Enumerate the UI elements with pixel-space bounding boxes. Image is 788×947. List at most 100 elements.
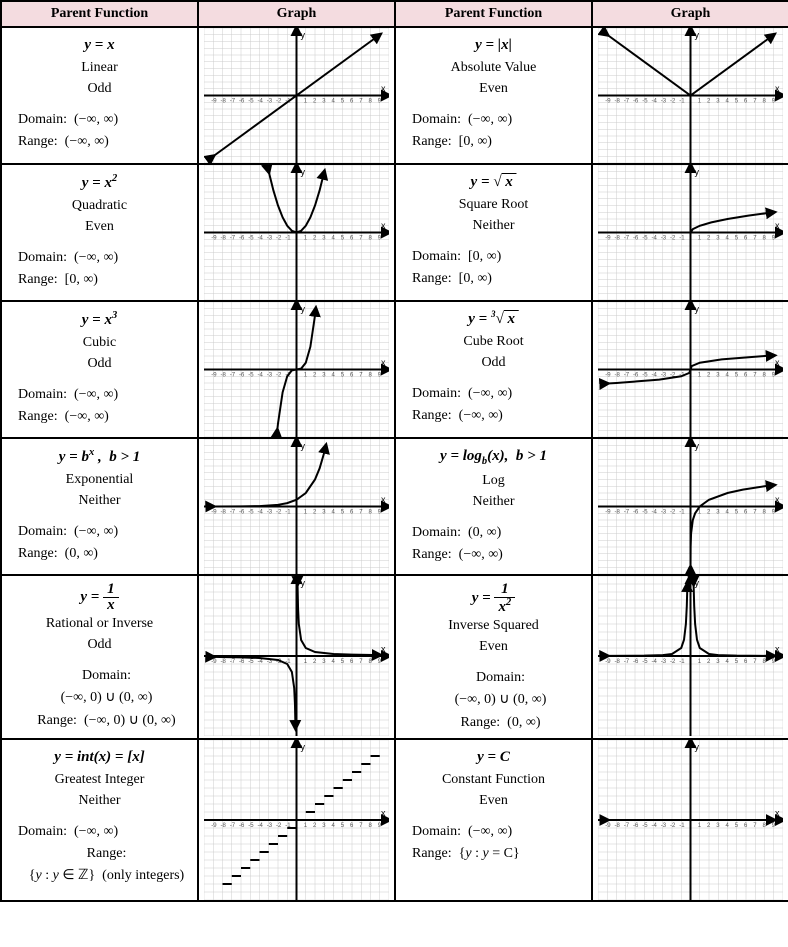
svg-text:-6: -6 [633,823,639,829]
svg-text:5: 5 [341,373,345,379]
domain: Domain: (−∞, ∞) [412,383,589,405]
symmetry: Odd [4,634,195,655]
svg-text:-1: -1 [285,236,291,242]
svg-text:-3: -3 [661,236,667,242]
svg-text:8: 8 [369,373,373,379]
svg-text:3: 3 [716,373,720,379]
svg-text:-9: -9 [605,373,611,379]
svg-text:-6: -6 [239,510,245,516]
symmetry: Neither [398,491,589,512]
domain: Domain: (−∞, ∞) [18,384,195,406]
cell-desc-left: y = 1x Rational or Inverse Odd Domain:(−… [1,575,198,739]
svg-text:5: 5 [735,99,739,105]
svg-text:-5: -5 [642,510,648,516]
svg-text:-8: -8 [221,236,227,242]
svg-text:1: 1 [698,510,702,516]
function-name: Absolute Value [398,57,589,78]
equation: y = x [4,34,195,57]
svg-text:-1: -1 [679,236,685,242]
symmetry: Neither [398,215,589,236]
svg-text:x: x [775,221,780,231]
svg-text:-7: -7 [230,510,236,516]
domain: Domain:(−∞, 0) ∪ (0, ∞) [18,665,195,710]
range: Range: [0, ∞) [412,131,589,153]
function-name: Cubic [4,332,195,353]
cell-desc-left: y = int(x) = [x] Greatest Integer Neithe… [1,739,198,901]
domain-range: Domain: [0, ∞) Range: [0, ∞) [398,236,589,291]
svg-text:-9: -9 [211,373,217,379]
svg-text:-2: -2 [670,236,676,242]
svg-text:9: 9 [772,373,776,379]
equation: y = x3 [4,308,195,332]
svg-text:-2: -2 [276,373,282,379]
svg-text:-3: -3 [267,236,273,242]
svg-text:-4: -4 [652,823,658,829]
svg-text:3: 3 [716,99,720,105]
cell-desc-right: y = 3√ x Cube Root Odd Domain: (−∞, ∞) R… [395,301,592,438]
svg-text:-8: -8 [221,510,227,516]
svg-text:-5: -5 [642,823,648,829]
col-parent-function-1: Parent Function [1,1,198,27]
function-desc-left-4: y = 1x Rational or Inverse Odd Domain:(−… [2,576,197,736]
domain-range: Domain: (−∞, ∞) Range: (0, ∞) [4,511,195,566]
svg-text:3: 3 [322,373,326,379]
svg-text:-8: -8 [615,373,621,379]
svg-text:-6: -6 [633,373,639,379]
function-desc-left-1: y = x2 Quadratic Even Domain: (−∞, ∞) Ra… [2,165,197,295]
svg-text:-4: -4 [258,236,264,242]
cell-graph-left: xy-9-8-7-6-5-4-3-2-1123456789 [198,301,395,438]
svg-text:2: 2 [707,99,711,105]
svg-text:-4: -4 [258,823,264,829]
parent-functions-table: Parent Function Graph Parent Function Gr… [0,0,788,902]
svg-text:-4: -4 [258,373,264,379]
svg-text:-6: -6 [239,373,245,379]
function-desc-right-3: y = logb(x), b > 1 Log Neither Domain: (… [396,439,591,571]
range: Range: (−∞, ∞) [18,406,195,428]
svg-text:2: 2 [313,510,317,516]
svg-text:-3: -3 [661,659,667,665]
svg-text:-9: -9 [605,510,611,516]
svg-text:8: 8 [369,99,373,105]
svg-text:1: 1 [698,236,702,242]
svg-text:-9: -9 [605,659,611,665]
domain: Domain: (−∞, ∞) [18,109,195,131]
equation: y = √ x [398,171,589,194]
function-desc-left-2: y = x3 Cubic Odd Domain: (−∞, ∞) Range: … [2,302,197,432]
svg-text:x: x [381,221,386,231]
svg-text:x: x [775,358,780,368]
svg-text:-2: -2 [670,659,676,665]
svg-text:-4: -4 [652,373,658,379]
symmetry: Even [398,636,589,657]
svg-text:9: 9 [378,510,382,516]
svg-text:5: 5 [735,510,739,516]
cell-graph-right: xy-9-8-7-6-5-4-3-2-1123456789 [592,739,788,901]
function-name: Log [398,470,589,491]
equation: y = x2 [4,171,195,195]
svg-text:-1: -1 [679,510,685,516]
svg-text:9: 9 [378,373,382,379]
function-name: Constant Function [398,769,589,790]
svg-text:-2: -2 [276,823,282,829]
svg-text:-2: -2 [670,510,676,516]
svg-text:-1: -1 [679,659,685,665]
svg-text:x: x [381,84,386,94]
svg-text:4: 4 [332,510,336,516]
svg-text:y: y [695,304,700,314]
svg-text:1: 1 [304,99,308,105]
svg-text:2: 2 [707,373,711,379]
function-name: Square Root [398,194,589,215]
cell-graph-left: xy-9-8-7-6-5-4-3-2-1123456789 [198,438,395,575]
equation: y = |x| [398,34,589,57]
svg-text:-9: -9 [211,823,217,829]
svg-text:-3: -3 [661,373,667,379]
svg-text:2: 2 [313,236,317,242]
svg-text:-4: -4 [652,99,658,105]
symmetry: Neither [4,490,195,511]
svg-text:8: 8 [369,236,373,242]
svg-text:1: 1 [304,510,308,516]
svg-text:6: 6 [744,99,748,105]
svg-text:5: 5 [341,510,345,516]
svg-text:-3: -3 [267,510,273,516]
svg-text:-4: -4 [652,510,658,516]
svg-text:-6: -6 [633,659,639,665]
